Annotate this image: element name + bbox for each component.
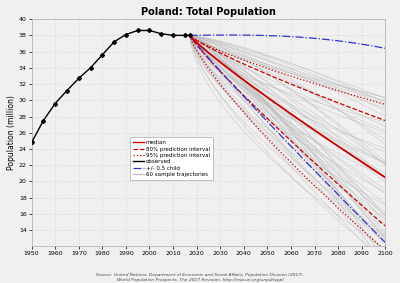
Text: Source: United Nations, Department of Economic and Social Affairs, Population Di: Source: United Nations, Department of Ec… — [96, 273, 304, 282]
Y-axis label: Population (million): Population (million) — [7, 95, 16, 170]
Legend: median, 80% prediction interval, 95% prediction interval, observed, +/- 0.5 chil: median, 80% prediction interval, 95% pre… — [130, 138, 213, 180]
Title: Poland: Total Population: Poland: Total Population — [141, 7, 276, 17]
